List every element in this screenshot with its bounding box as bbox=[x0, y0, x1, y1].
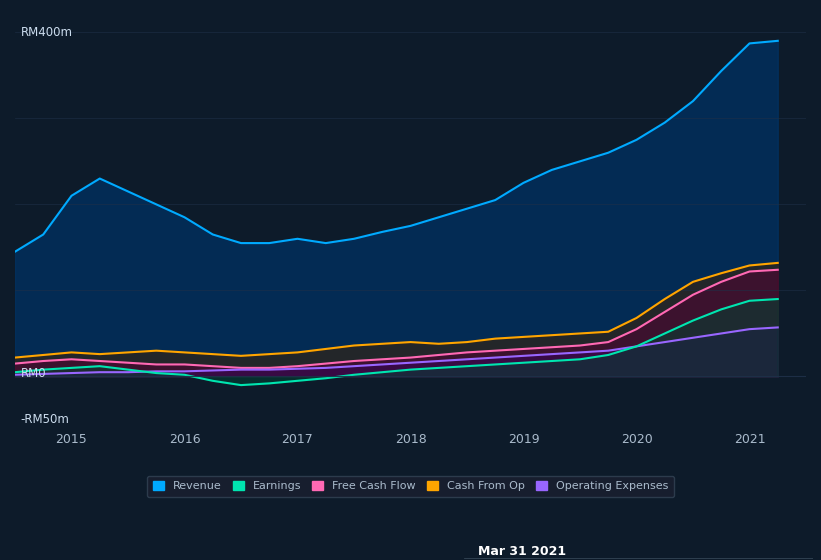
Legend: Revenue, Earnings, Free Cash Flow, Cash From Op, Operating Expenses: Revenue, Earnings, Free Cash Flow, Cash … bbox=[147, 476, 674, 497]
Text: RM400m: RM400m bbox=[21, 26, 72, 39]
Text: RM0: RM0 bbox=[21, 367, 46, 380]
Text: -RM50m: -RM50m bbox=[21, 413, 70, 426]
Text: Mar 31 2021: Mar 31 2021 bbox=[478, 545, 566, 558]
